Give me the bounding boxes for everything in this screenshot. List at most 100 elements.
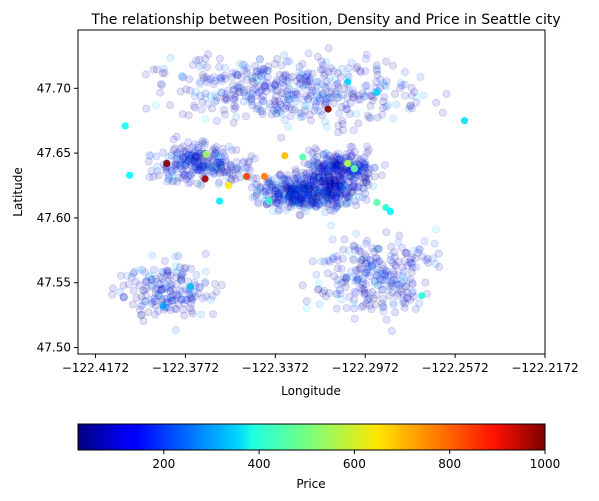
data-point: [406, 102, 415, 111]
data-point: [235, 59, 244, 68]
data-point: [257, 86, 266, 95]
data-point: [335, 93, 344, 102]
data-point: [203, 165, 212, 174]
data-point: [301, 195, 310, 204]
data-point: [266, 83, 275, 92]
data-point: [306, 116, 315, 125]
data-point: [380, 81, 389, 90]
data-point: [258, 69, 267, 78]
data-point: [322, 77, 331, 86]
data-point: [295, 201, 304, 210]
data-point: [301, 80, 310, 89]
data-point: [231, 175, 240, 184]
data-point: [301, 193, 310, 202]
data-point: [318, 177, 327, 186]
data-point: [290, 94, 299, 103]
data-point: [311, 202, 320, 211]
data-point: [269, 184, 278, 193]
data-point: [254, 70, 263, 79]
data-point: [291, 196, 300, 205]
data-point: [294, 198, 303, 207]
data-point: [335, 171, 344, 180]
data-point: [324, 194, 333, 203]
data-point: [284, 182, 293, 191]
data-point: [291, 97, 300, 106]
data-point: [315, 187, 324, 196]
highlighted-point: [243, 172, 251, 180]
highlighted-point: [201, 175, 209, 183]
data-point: [331, 180, 340, 189]
data-point: [281, 175, 290, 184]
data-point: [284, 95, 293, 104]
data-point: [283, 186, 292, 195]
data-point: [311, 99, 320, 108]
data-point: [312, 186, 321, 195]
data-point: [271, 81, 280, 90]
data-point: [195, 162, 204, 171]
data-point: [310, 187, 319, 196]
data-point: [361, 82, 370, 91]
data-point: [298, 193, 307, 202]
data-point: [264, 66, 273, 75]
data-point: [378, 294, 387, 303]
data-point: [287, 184, 296, 193]
data-point: [194, 141, 203, 150]
data-point: [292, 190, 301, 199]
data-point: [345, 110, 354, 119]
data-point: [190, 103, 199, 112]
data-point: [252, 191, 261, 200]
data-point: [304, 172, 313, 181]
data-point: [351, 197, 360, 206]
data-point: [335, 109, 344, 118]
data-point: [304, 181, 313, 190]
data-point: [329, 188, 338, 197]
data-point: [349, 254, 358, 263]
data-point: [308, 196, 317, 205]
data-point: [305, 184, 314, 193]
data-point: [304, 49, 313, 58]
data-point: [408, 104, 417, 113]
data-point: [209, 80, 218, 89]
data-point: [299, 187, 308, 196]
data-point: [394, 238, 403, 247]
data-point: [352, 201, 361, 210]
data-point: [324, 177, 333, 186]
data-point: [325, 289, 334, 298]
data-point: [308, 188, 317, 197]
data-point: [299, 199, 308, 208]
data-point: [232, 158, 241, 167]
data-point: [349, 89, 358, 98]
data-point: [233, 71, 242, 80]
data-point: [216, 158, 225, 167]
data-point: [339, 182, 348, 191]
data-point: [263, 73, 272, 82]
data-point: [334, 186, 343, 195]
data-point: [335, 155, 344, 164]
data-point: [275, 199, 284, 208]
data-point: [247, 97, 256, 106]
data-point: [200, 137, 209, 146]
data-point: [108, 290, 117, 299]
data-point: [151, 289, 160, 298]
data-point: [244, 92, 253, 101]
data-point: [253, 102, 262, 111]
data-point: [186, 153, 195, 162]
data-point: [243, 64, 252, 73]
data-point: [314, 200, 323, 209]
data-point: [412, 93, 421, 102]
highlighted-point: [186, 283, 194, 291]
data-point: [308, 194, 317, 203]
data-point: [399, 267, 408, 276]
data-point: [360, 174, 369, 183]
data-point: [340, 182, 349, 191]
data-point: [202, 163, 211, 172]
data-point: [301, 184, 310, 193]
data-point: [314, 191, 323, 200]
data-point: [191, 158, 200, 167]
data-point: [334, 182, 343, 191]
data-point: [200, 140, 209, 149]
data-point: [310, 191, 319, 200]
data-point: [285, 192, 294, 201]
data-point: [329, 255, 338, 264]
data-point: [267, 180, 276, 189]
